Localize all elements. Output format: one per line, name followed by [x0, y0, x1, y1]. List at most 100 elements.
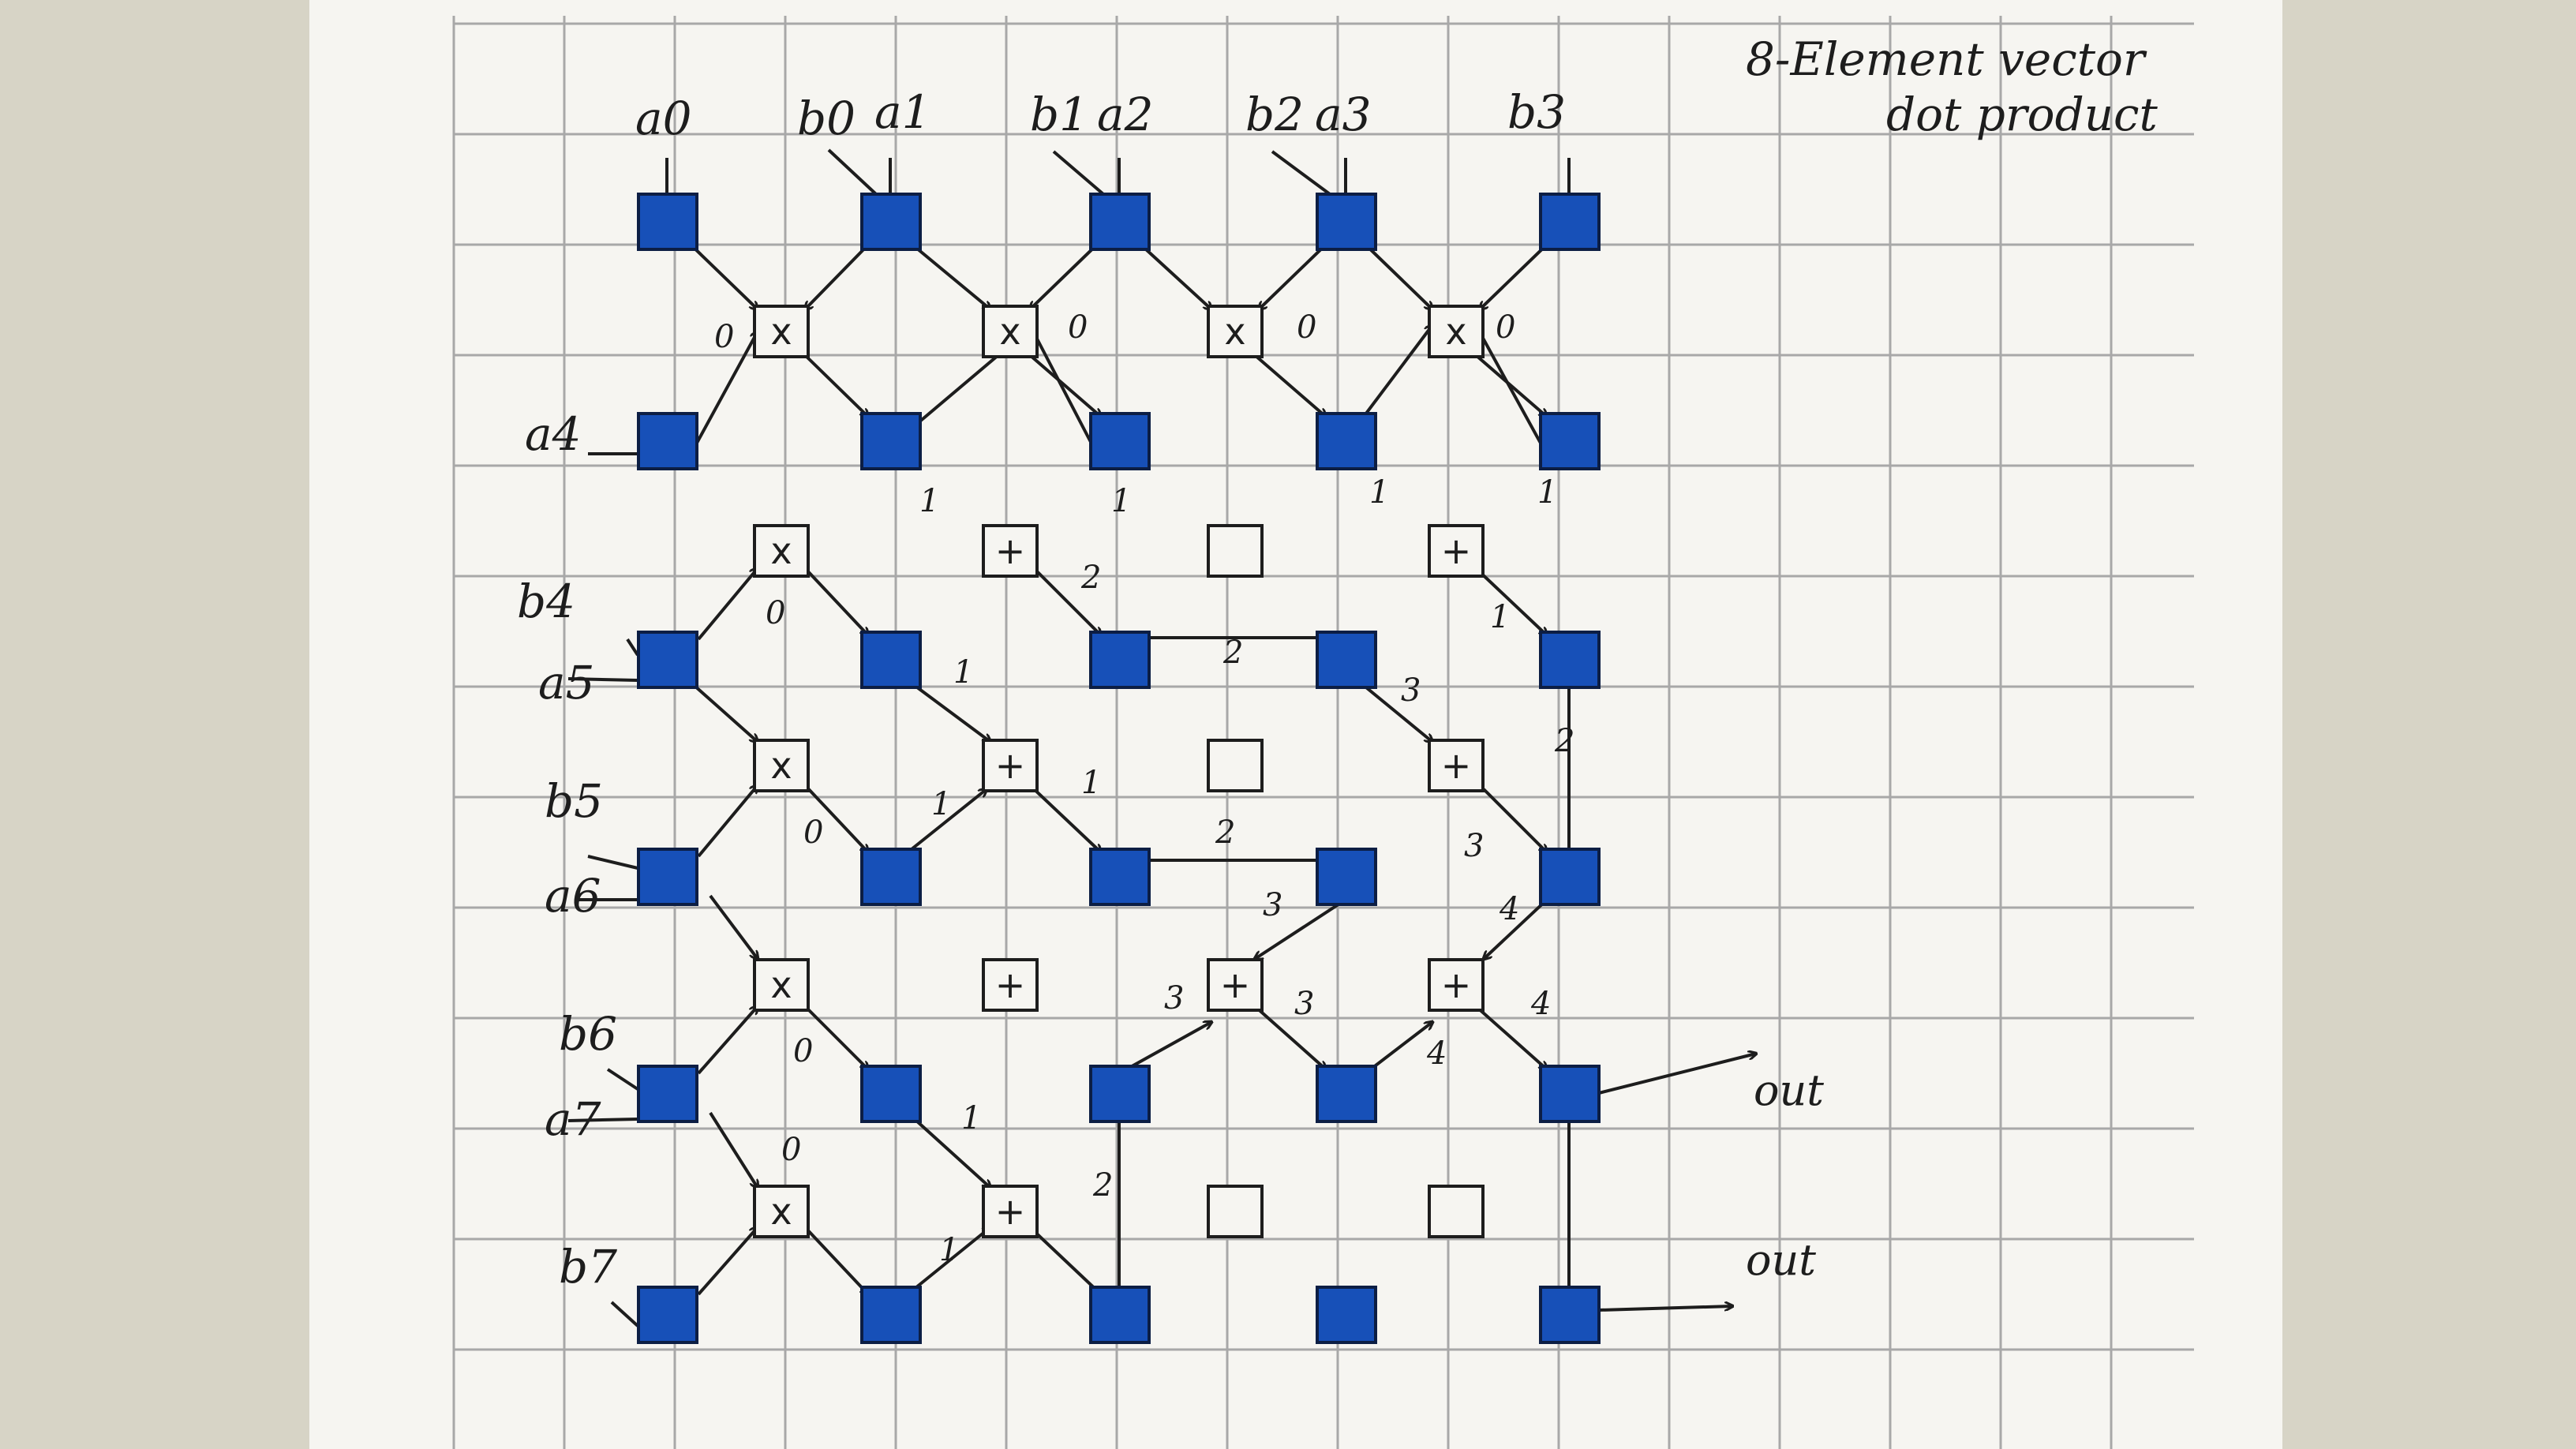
- edge-step-label: 2: [1080, 560, 1101, 596]
- add-symbol: +: [1220, 964, 1251, 1006]
- edge-step-label: 0: [803, 814, 823, 851]
- multiply-symbol: x: [1445, 310, 1466, 353]
- operator-box-r4c3: [1428, 1185, 1485, 1238]
- operator-box-r4c0: x: [753, 1185, 810, 1238]
- edge-step-label: 2: [1215, 814, 1235, 851]
- operator-box-r0c3: x: [1428, 305, 1485, 358]
- edge-step-label: 0: [714, 319, 734, 355]
- multiply-symbol: x: [770, 1190, 792, 1233]
- grid-lines: [452, 16, 2194, 1449]
- operator-box-r2c3: +: [1428, 739, 1485, 792]
- edge-step-label: 1: [919, 483, 939, 519]
- multiply-symbol: x: [999, 310, 1020, 353]
- multiply-symbol: x: [1224, 310, 1245, 353]
- storage-node-r2c0: [637, 631, 698, 689]
- storage-node-r5c3: [1316, 1286, 1377, 1344]
- storage-node-r3c3: [1316, 848, 1377, 906]
- edge-step-label: 1: [1111, 483, 1131, 519]
- operator-box-r0c0: x: [753, 305, 810, 358]
- label-a3: a3: [1315, 88, 1371, 141]
- label-a7: a7: [545, 1092, 601, 1146]
- edge-step-label: 3: [1263, 887, 1282, 923]
- multiply-symbol: x: [770, 964, 792, 1006]
- operator-box-r2c1: +: [982, 739, 1039, 792]
- storage-nodes: [637, 193, 1601, 1344]
- storage-node-r0c4: [1539, 193, 1601, 251]
- storage-node-r2c1: [860, 631, 922, 689]
- label-a2: a2: [1097, 88, 1153, 141]
- label-b7: b7: [559, 1240, 617, 1294]
- storage-node-r0c1: [860, 193, 922, 251]
- operator-box-r1c1: +: [982, 524, 1039, 578]
- edge-step-label: 1: [931, 786, 951, 822]
- edge-step-label: 1: [1081, 765, 1101, 801]
- operator-box-r2c0: x: [753, 739, 810, 792]
- storage-node-r1c4: [1539, 412, 1601, 470]
- label-b1: b1: [1030, 88, 1088, 141]
- add-symbol: +: [995, 530, 1026, 572]
- storage-node-r4c0: [637, 1065, 698, 1123]
- operator-box-r1c3: +: [1428, 524, 1485, 578]
- add-symbol: +: [1441, 530, 1472, 572]
- label-a5: a5: [538, 656, 594, 710]
- label-b3: b3: [1507, 85, 1566, 139]
- edge-step-label: 0: [1068, 309, 1088, 346]
- operator-box-r4c2: [1207, 1185, 1264, 1238]
- edge-step-label: 0: [1496, 309, 1515, 346]
- operator-box-r3c0: x: [753, 958, 810, 1012]
- add-symbol: +: [995, 744, 1026, 787]
- top-input-labels: a0 b0 a1 b1 a2 b2 a3 b3: [635, 85, 1566, 145]
- storage-node-r0c2: [1089, 193, 1151, 251]
- multiply-symbol: x: [770, 744, 792, 787]
- edge-step-label: 0: [1297, 309, 1316, 346]
- label-b2: b2: [1245, 88, 1304, 141]
- storage-node-r0c3: [1316, 193, 1377, 251]
- operator-box-r3c3: +: [1428, 958, 1485, 1012]
- operator-box-r0c2: x: [1207, 305, 1264, 358]
- edge-step-label: 3: [1294, 986, 1314, 1022]
- edge-step-label: 3: [1401, 672, 1421, 709]
- edge-step-label: 4: [1530, 986, 1551, 1022]
- storage-node-r3c4: [1539, 848, 1601, 906]
- label-a6: a6: [545, 869, 601, 923]
- storage-node-r5c2: [1089, 1286, 1151, 1344]
- storage-node-r2c2: [1089, 631, 1151, 689]
- edge-step-label: 2: [1554, 723, 1574, 759]
- edge-step-label: 1: [961, 1100, 981, 1136]
- edge-step-label: 4: [1426, 1035, 1447, 1072]
- output-label-1: out: [1754, 1065, 1824, 1115]
- storage-node-r0c0: [637, 193, 698, 251]
- left-input-labels: a4 b4 a5 b5 a6 b6 a7 b7: [517, 407, 617, 1294]
- label-b0: b0: [797, 92, 856, 145]
- add-symbol: +: [995, 1190, 1026, 1233]
- operator-boxes: x x x x x + + x + + x + + + x +: [753, 305, 1485, 1238]
- storage-node-r5c1: [860, 1286, 922, 1344]
- add-symbol: +: [1441, 744, 1472, 787]
- label-b6: b6: [559, 1007, 617, 1061]
- edge-step-label: 0: [781, 1132, 801, 1168]
- edge-step-label: 1: [953, 654, 973, 691]
- operator-box-r0c1: x: [982, 305, 1039, 358]
- operator-box-r2c2: [1207, 739, 1264, 792]
- edge-step-label: 2: [1222, 635, 1243, 671]
- diagram-title: 8-Element vector dot product: [1746, 32, 2159, 141]
- storage-node-r1c1: [860, 412, 922, 470]
- label-a4: a4: [525, 407, 581, 461]
- label-b4: b4: [517, 575, 575, 628]
- edge-step-label: 0: [766, 595, 785, 631]
- storage-node-r3c0: [637, 848, 698, 906]
- edge-step-label: 1: [1490, 599, 1510, 635]
- storage-node-r5c4: [1539, 1286, 1601, 1344]
- edge-step-label: 0: [793, 1033, 813, 1069]
- storage-node-r4c4: [1539, 1065, 1601, 1123]
- storage-node-r4c3: [1316, 1065, 1377, 1123]
- storage-node-r2c4: [1539, 631, 1601, 689]
- operator-box-r3c2: +: [1207, 958, 1264, 1012]
- paper-sheet: [309, 0, 2282, 1449]
- operator-box-r3c1: +: [982, 958, 1039, 1012]
- multiply-symbol: x: [770, 530, 792, 572]
- add-symbol: +: [995, 964, 1026, 1006]
- edge-step-label: 1: [1369, 474, 1389, 511]
